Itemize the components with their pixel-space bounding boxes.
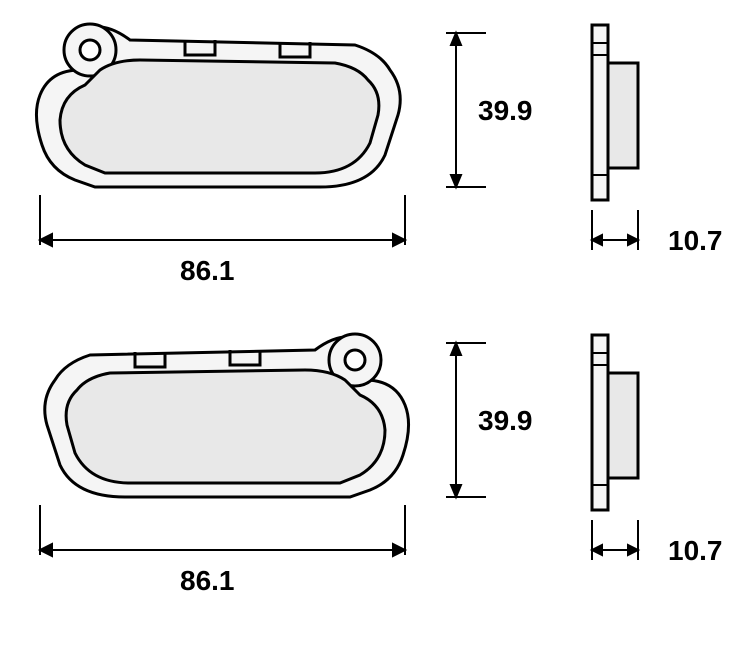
- pad-top-front-view: [20, 15, 440, 285]
- height-label-bottom: 39.9: [478, 405, 533, 437]
- thickness-label-bottom: 10.7: [668, 535, 723, 567]
- width-label-bottom: 86.1: [180, 565, 235, 597]
- pad-bottom-front-view: [20, 325, 440, 595]
- width-label-top: 86.1: [180, 255, 235, 287]
- height-label-top: 39.9: [478, 95, 533, 127]
- diagram-container: 86.1 39.9 10.7: [0, 0, 750, 645]
- thickness-label-top: 10.7: [668, 225, 723, 257]
